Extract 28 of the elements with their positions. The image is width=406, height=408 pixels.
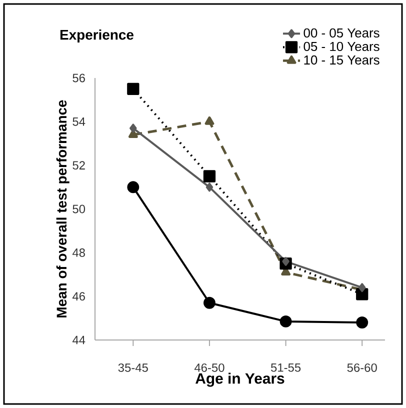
- point: [130, 124, 137, 133]
- point: [280, 315, 292, 328]
- point: [356, 316, 368, 329]
- y-tick-label: 44: [72, 336, 86, 344]
- y-tick-label: 46: [72, 292, 85, 301]
- x-axis-title: Age in Years: [196, 372, 284, 387]
- y-tick-label: 52: [72, 161, 85, 170]
- point: [203, 296, 216, 309]
- x-tick-label: 46-50: [194, 363, 224, 372]
- y-tick-label: 48: [72, 248, 85, 257]
- legend-title: Experience: [60, 29, 134, 42]
- point: [282, 256, 290, 266]
- legend-label: 05 - 10 Years: [304, 42, 380, 52]
- point: [127, 82, 140, 95]
- y-tick-label: 56: [72, 74, 85, 82]
- point: [128, 130, 138, 138]
- y-axis-title: Mean of overall test performance: [56, 100, 70, 318]
- x-tick-label: 56-60: [347, 363, 377, 372]
- legend-label: 10 - 15 Years: [304, 55, 380, 65]
- x-tick-label: 51-55: [270, 363, 301, 372]
- point: [206, 182, 214, 192]
- point: [204, 116, 214, 125]
- legend-label: 00 - 05 Years: [304, 28, 380, 38]
- x-tick-label: 35-45: [118, 363, 148, 372]
- y-tick-label: 50: [72, 204, 86, 214]
- y-tick-label: 54: [72, 118, 86, 126]
- point: [203, 170, 216, 182]
- point: [127, 181, 140, 194]
